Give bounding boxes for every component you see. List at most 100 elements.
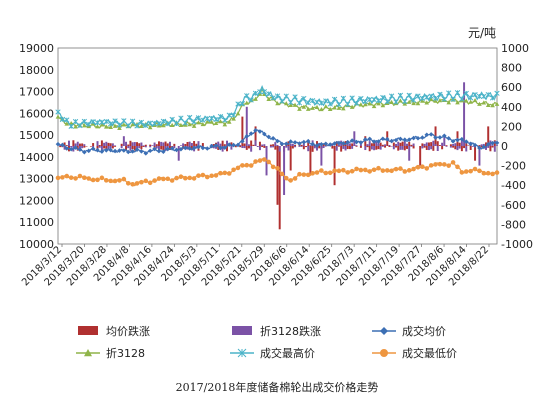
bar-junjia_diezhang bbox=[133, 146, 136, 151]
point-zhe3128 bbox=[121, 122, 127, 127]
bar-junjia_diezhang bbox=[401, 141, 404, 146]
bar-junjia_diezhang bbox=[166, 143, 169, 146]
point-zuidi bbox=[99, 175, 105, 181]
point-chengjiao_junjia bbox=[341, 141, 346, 146]
bar-zhe_diezhang bbox=[142, 145, 145, 146]
bar-junjia_diezhang bbox=[460, 146, 463, 152]
y-right-tick-label: 200 bbox=[501, 120, 522, 133]
point-zuidi bbox=[231, 167, 236, 173]
point-zhe3128 bbox=[349, 104, 355, 109]
point-chengjiao_junjia bbox=[376, 139, 381, 144]
point-chengjiao_junjia bbox=[358, 140, 364, 145]
bar-junjia_diezhang bbox=[452, 146, 455, 148]
bar-zhe_diezhang bbox=[348, 143, 351, 146]
bar-zhe_diezhang bbox=[298, 146, 301, 147]
bar-junjia_diezhang bbox=[221, 140, 224, 146]
point-zhe3128 bbox=[481, 100, 487, 105]
bar-zhe_diezhang bbox=[309, 145, 312, 146]
bar-junjia_diezhang bbox=[412, 146, 415, 149]
point-chengjiao_junjia bbox=[406, 137, 412, 142]
bar-zhe_diezhang bbox=[133, 142, 136, 146]
bar-zhe_diezhang bbox=[76, 141, 79, 146]
point-chengjiao_junjia bbox=[420, 135, 425, 140]
bar-junjia_diezhang bbox=[241, 116, 244, 146]
bar-junjia_diezhang bbox=[100, 140, 103, 146]
bar-junjia_diezhang bbox=[438, 145, 441, 146]
point-zuidi bbox=[442, 162, 447, 167]
bar-junjia_diezhang bbox=[114, 146, 117, 147]
point-chengjiao_junjia bbox=[398, 136, 403, 142]
point-zuidi bbox=[73, 176, 78, 181]
bar-junjia_diezhang bbox=[318, 146, 321, 149]
point-chengjiao_junjia bbox=[384, 136, 390, 142]
bar-zhe_diezhang bbox=[100, 146, 103, 152]
legend-swatch bbox=[232, 326, 252, 335]
bar-zhe_diezhang bbox=[342, 146, 345, 149]
point-zuidi bbox=[82, 175, 87, 181]
bar-zhe_diezhang bbox=[425, 142, 428, 146]
point-zuigao bbox=[178, 115, 184, 121]
bar-junjia_diezhang bbox=[72, 140, 75, 146]
bar-junjia_diezhang bbox=[370, 143, 373, 146]
point-zuigao bbox=[72, 118, 79, 125]
point-zuigao bbox=[402, 98, 408, 105]
point-chengjiao_junjia bbox=[415, 135, 421, 141]
bar-zhe_diezhang bbox=[120, 146, 123, 149]
point-zhe3128 bbox=[424, 100, 430, 105]
point-zuidi bbox=[200, 172, 206, 178]
bar-junjia_diezhang bbox=[366, 146, 369, 148]
point-zhe3128 bbox=[231, 116, 236, 121]
point-zuidi bbox=[380, 168, 386, 173]
point-zuigao bbox=[463, 90, 469, 96]
bar-junjia_diezhang bbox=[469, 146, 472, 150]
point-zhe3128 bbox=[297, 106, 302, 111]
point-chengjiao_junjia bbox=[323, 141, 329, 147]
bar-junjia_diezhang bbox=[445, 145, 448, 146]
point-zhe3128 bbox=[117, 125, 122, 130]
bar-junjia_diezhang bbox=[272, 144, 275, 146]
bar-junjia_diezhang bbox=[381, 144, 384, 146]
point-zhe3128 bbox=[103, 124, 109, 129]
bar-junjia_diezhang bbox=[436, 141, 439, 146]
legend-swatch bbox=[78, 326, 98, 335]
bar-zhe_diezhang bbox=[392, 146, 395, 150]
bar-zhe_diezhang bbox=[151, 145, 154, 146]
point-chengjiao_junjia bbox=[108, 147, 113, 153]
bar-junjia_diezhang bbox=[230, 142, 233, 146]
bar-junjia_diezhang bbox=[131, 146, 134, 150]
point-zhe3128 bbox=[332, 105, 337, 110]
point-zuidi bbox=[420, 164, 425, 169]
bar-zhe_diezhang bbox=[452, 143, 455, 146]
bar-zhe_diezhang bbox=[375, 141, 378, 146]
bar-zhe_diezhang bbox=[487, 146, 490, 148]
bar-junjia_diezhang bbox=[149, 144, 152, 146]
point-chengjiao_junjia bbox=[187, 146, 192, 151]
point-zhe3128 bbox=[204, 119, 210, 124]
y-left-tick-label: 15000 bbox=[19, 129, 54, 142]
point-zhe3128 bbox=[244, 100, 250, 105]
bar-zhe_diezhang bbox=[107, 146, 110, 150]
bar-zhe_diezhang bbox=[256, 146, 259, 147]
bar-zhe_diezhang bbox=[432, 140, 435, 146]
point-zhe3128 bbox=[358, 102, 364, 107]
point-zhe3128 bbox=[196, 120, 201, 125]
point-zuigao bbox=[410, 97, 417, 103]
point-chengjiao_junjia bbox=[147, 148, 153, 154]
bar-zhe_diezhang bbox=[103, 142, 106, 146]
point-chengjiao_junjia bbox=[218, 145, 223, 151]
y-right-tick-label: -200 bbox=[501, 160, 526, 173]
point-zuidi bbox=[130, 181, 135, 187]
point-zuigao bbox=[261, 89, 267, 95]
point-zuigao bbox=[125, 123, 131, 129]
point-zuidi bbox=[68, 175, 74, 180]
point-zhe3128 bbox=[415, 101, 421, 106]
point-chengjiao_junjia bbox=[411, 135, 416, 141]
point-zhe3128 bbox=[55, 114, 61, 119]
y-left-tick-label: 13000 bbox=[19, 173, 54, 186]
point-zuigao bbox=[305, 100, 311, 106]
bar-junjia_diezhang bbox=[59, 146, 62, 148]
point-chengjiao_junjia bbox=[152, 146, 157, 152]
bar-junjia_diezhang bbox=[276, 146, 279, 205]
point-chengjiao_junjia bbox=[442, 133, 447, 139]
point-chengjiao_junjia bbox=[134, 147, 140, 152]
